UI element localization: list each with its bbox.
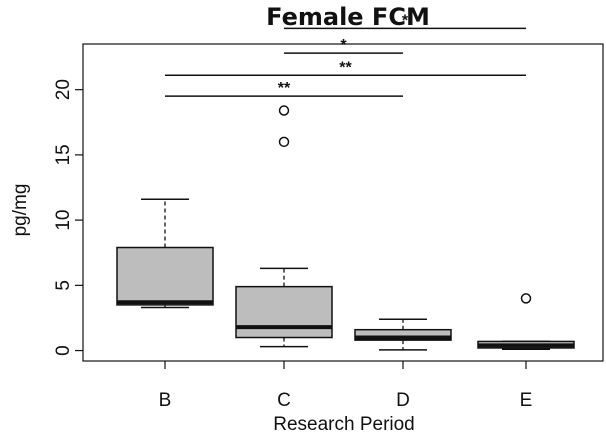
y-tick-label: 5 <box>53 280 74 291</box>
x-axis-label: Research Period <box>273 414 415 433</box>
x-tick-label: B <box>159 390 172 411</box>
y-tick-label: 0 <box>53 345 74 356</box>
box-C <box>235 105 333 348</box>
significance-label: ** <box>339 59 352 76</box>
y-tick-label: 20 <box>53 79 74 100</box>
y-tick-label: 15 <box>53 144 74 165</box>
significance-label: ** <box>278 80 291 97</box>
outlier-point <box>520 293 532 304</box>
box-B <box>116 198 214 309</box>
significance-bar: ** <box>165 59 526 76</box>
significance-bar: * <box>284 12 526 29</box>
outlier-point <box>278 136 290 148</box>
plot-area-border <box>82 43 604 362</box>
box-iqr <box>235 285 333 339</box>
chart-title: Female FCM <box>266 3 430 31</box>
significance-label: * <box>340 37 347 54</box>
y-tick-label: 10 <box>53 210 74 231</box>
y-axis-label: pg/mg <box>10 184 31 237</box>
box-D <box>354 318 452 351</box>
box-iqr <box>116 246 214 306</box>
significance-bar: ** <box>165 80 403 97</box>
x-tick-label: E <box>520 390 533 411</box>
outlier-point <box>278 105 290 116</box>
box-E <box>477 293 575 351</box>
x-tick-label: C <box>277 390 291 411</box>
box-iqr <box>354 328 452 341</box>
x-tick-label: D <box>396 390 410 411</box>
significance-bar: * <box>284 37 403 54</box>
significance-label: * <box>402 12 409 29</box>
